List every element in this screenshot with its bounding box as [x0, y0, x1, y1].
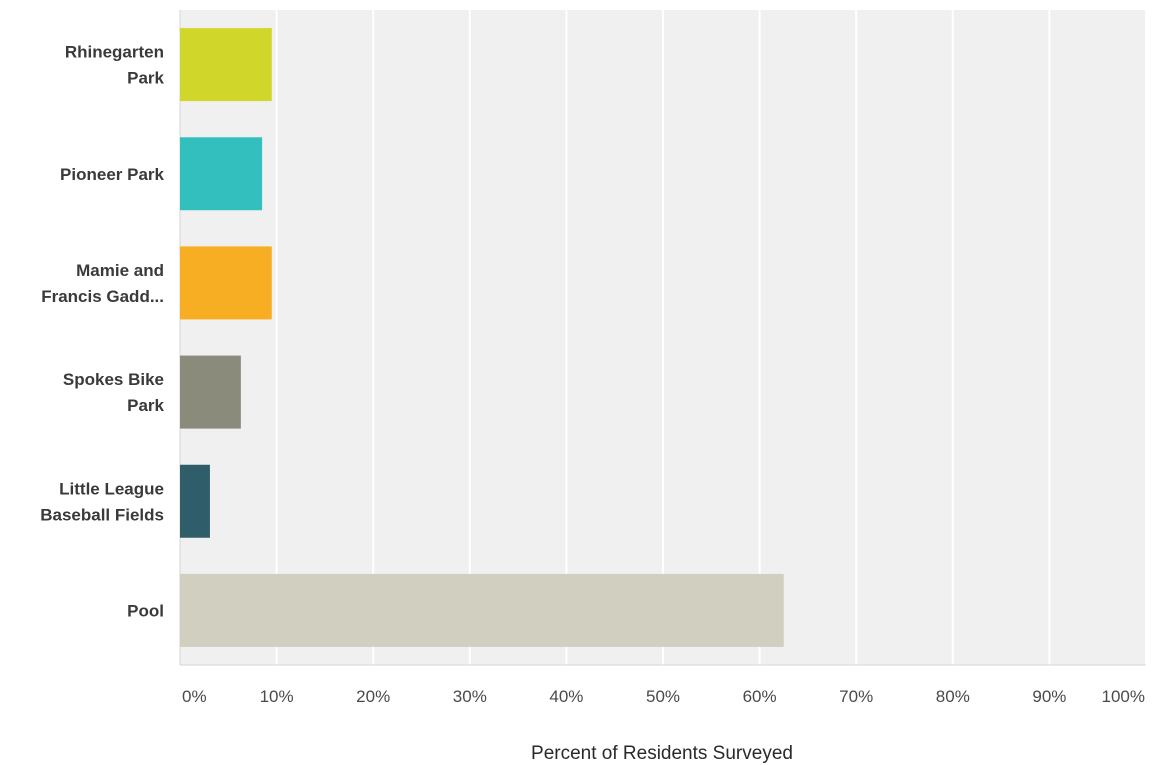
category-label-line-5-0: Pool — [127, 601, 164, 620]
x-tick-label-80: 80% — [936, 687, 970, 706]
x-tick-label-60: 60% — [743, 687, 777, 706]
x-tick-label-70: 70% — [839, 687, 873, 706]
x-tick-label-50: 50% — [646, 687, 680, 706]
x-axis-title: Percent of Residents Surveyed — [531, 743, 793, 764]
bar-2 — [180, 246, 272, 320]
x-tick-label-40: 40% — [549, 687, 583, 706]
category-label-4: Little League Baseball Fields — [40, 479, 164, 524]
category-label-2: Mamie and Francis Gadd... — [41, 261, 164, 306]
category-label-1: Pioneer Park — [60, 165, 164, 184]
category-label-0: Rhinegarten Park — [65, 43, 165, 88]
category-label-line-4-0: Little League — [59, 479, 164, 498]
category-label-line-0-1: Park — [127, 69, 164, 88]
bar-5 — [180, 573, 784, 647]
x-tick-label-0: 0% — [182, 687, 207, 706]
bar-4 — [180, 464, 210, 538]
category-label-line-3-1: Park — [127, 396, 164, 415]
category-label-line-3-0: Spokes Bike — [63, 370, 164, 389]
bar-3 — [180, 355, 241, 429]
category-label-3: Spokes Bike Park — [63, 370, 165, 415]
category-label-5: Pool — [127, 601, 164, 620]
category-label-line-0-0: Rhinegarten — [65, 43, 164, 62]
x-tick-label-90: 90% — [1032, 687, 1066, 706]
category-label-line-1-0: Pioneer Park — [60, 165, 164, 184]
category-label-line-2-1: Francis Gadd... — [41, 287, 164, 306]
x-tick-label-20: 20% — [356, 687, 390, 706]
bar-0 — [180, 28, 272, 102]
x-tick-label-100: 100% — [1102, 687, 1145, 706]
category-label-line-2-0: Mamie and — [76, 261, 164, 280]
x-tick-label-10: 10% — [260, 687, 294, 706]
x-tick-label-30: 30% — [453, 687, 487, 706]
category-label-line-4-1: Baseball Fields — [40, 505, 164, 524]
bar-1 — [180, 137, 263, 211]
